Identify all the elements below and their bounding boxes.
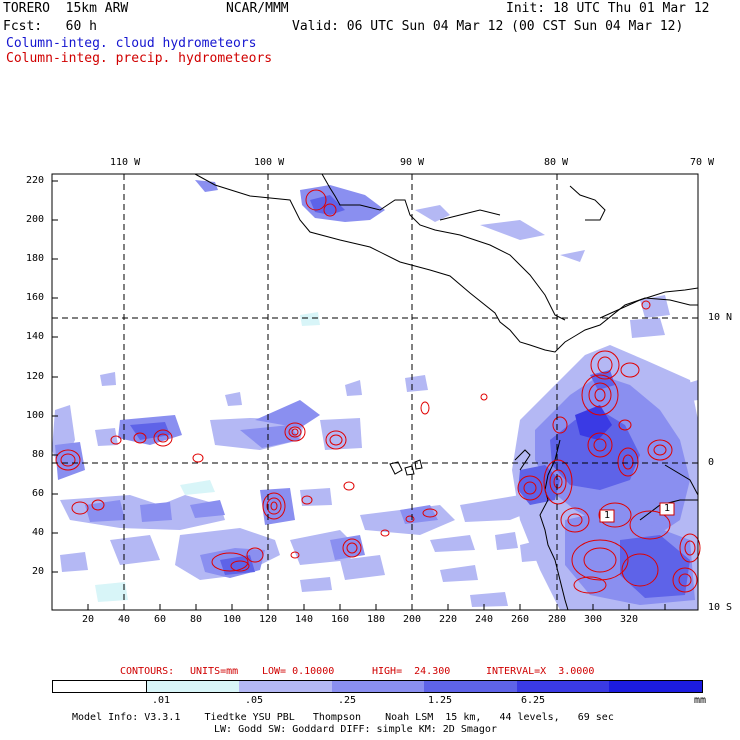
lat-label: 10 S [708, 602, 733, 613]
contour-label-box [599, 509, 615, 523]
legend-label: 6.25 [521, 695, 546, 706]
lat-label: 0 [708, 457, 715, 468]
legend-label: .05 [245, 695, 264, 706]
lon-label: 110 W [110, 157, 141, 168]
y-tick-label: 180 [26, 253, 45, 264]
cloud-shading [52, 180, 698, 610]
x-tick-label: 60 [154, 614, 167, 625]
x-tick-label: 260 [511, 614, 530, 625]
y-tick-label: 140 [26, 331, 45, 342]
model-title: TORERO 15km ARW [3, 1, 129, 16]
legend-swatch [53, 681, 147, 692]
legend-swatch [331, 681, 425, 692]
legend-swatch [146, 681, 240, 692]
x-tick-label: 120 [259, 614, 278, 625]
lon-label: 80 W [544, 157, 569, 168]
x-tick-label: 100 [223, 614, 242, 625]
contours-low: LOW= 0.10000 [262, 666, 335, 677]
contours-interval: INTERVAL=X 3.0000 [486, 666, 595, 677]
graticule [52, 174, 698, 610]
x-tick-label: 140 [295, 614, 314, 625]
lat-label: 10 N [708, 312, 733, 323]
model-physics: LW: Godd SW: Goddard DIFF: simple KM: 2D… [214, 724, 497, 735]
legend-label: 1.25 [428, 695, 453, 706]
axis-ticks [52, 180, 666, 610]
contour-label-box [659, 502, 675, 516]
valid-time: Valid: 06 UTC Sun 04 Mar 12 (00 CST Sun … [292, 19, 684, 34]
precip-contours [55, 189, 701, 594]
x-tick-label: 180 [367, 614, 386, 625]
x-tick-label: 220 [439, 614, 458, 625]
color-legend-bar [52, 680, 703, 693]
y-tick-label: 80 [32, 449, 45, 460]
x-tick-label: 40 [118, 614, 131, 625]
init-time: Init: 18 UTC Thu 01 Mar 12 [506, 1, 710, 16]
y-tick-label: 100 [26, 410, 45, 421]
lon-label: 90 W [400, 157, 425, 168]
y-tick-label: 200 [26, 214, 45, 225]
lon-label: 100 W [254, 157, 285, 168]
lon-label: 70 W [690, 157, 715, 168]
y-tick-label: 160 [26, 292, 45, 303]
cloud-field-title: Column-integ. cloud hydrometeors [6, 36, 257, 51]
contours-label: CONTOURS: [120, 666, 175, 677]
x-tick-label: 200 [403, 614, 422, 625]
x-tick-label: 160 [331, 614, 350, 625]
x-tick-label: 280 [548, 614, 567, 625]
legend-label: .25 [338, 695, 357, 706]
legend-swatch [516, 681, 610, 692]
y-tick-label: 40 [32, 527, 45, 538]
legend-swatch [609, 681, 703, 692]
y-tick-label: 220 [26, 175, 45, 186]
y-tick-label: 60 [32, 488, 45, 499]
model-info: Model Info: V3.3.1 Tiedtke YSU PBL Thomp… [72, 712, 614, 723]
contours-units: UNITS=mm [190, 666, 239, 677]
legend-swatch [424, 681, 517, 692]
y-tick-label: 120 [26, 371, 45, 382]
contour-label: 1 [664, 503, 671, 514]
map-frame [51, 173, 699, 611]
precip-field-title: Column-integ. precip. hydrometeors [6, 51, 273, 66]
y-tick-label: 20 [32, 566, 45, 577]
x-tick-label: 20 [82, 614, 95, 625]
legend-swatch [239, 681, 332, 692]
forecast-hour: Fcst: 60 h [3, 19, 97, 34]
contour-label: 1 [604, 510, 611, 521]
legend-label: .01 [152, 695, 171, 706]
x-tick-label: 80 [190, 614, 203, 625]
contours-high: HIGH= 24.300 [372, 666, 451, 677]
center-title: NCAR/MMM [226, 1, 289, 16]
legend-units: mm [694, 695, 707, 706]
x-tick-label: 300 [584, 614, 603, 625]
x-tick-label: 320 [620, 614, 639, 625]
x-tick-label: 240 [475, 614, 494, 625]
